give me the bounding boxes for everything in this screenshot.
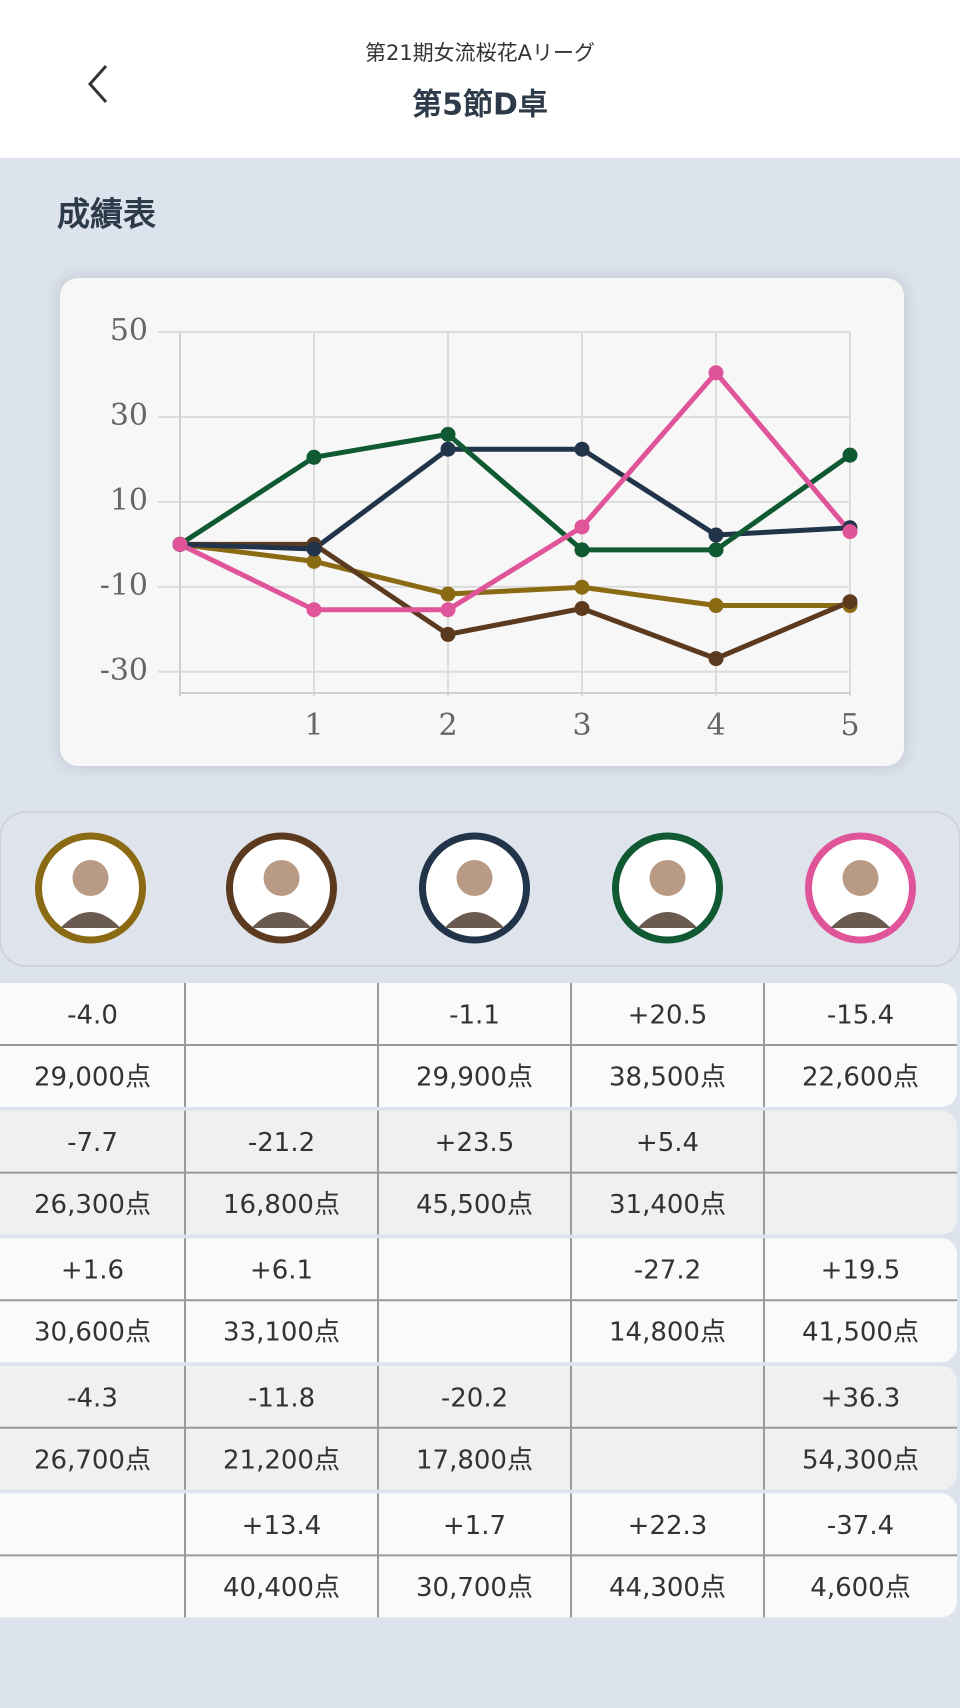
data-point <box>440 626 456 642</box>
data-point <box>440 441 456 457</box>
avatar-body <box>251 912 312 928</box>
points: 21,200点 <box>223 1445 340 1475</box>
score-change: -4.3 <box>67 1383 118 1413</box>
data-point <box>708 527 724 543</box>
points: 38,500点 <box>609 1063 726 1093</box>
points: 17,800点 <box>416 1445 533 1475</box>
data-point <box>440 426 456 442</box>
points: 16,800点 <box>223 1190 340 1220</box>
points: 26,300点 <box>34 1190 151 1220</box>
score-change: +19.5 <box>821 1256 901 1286</box>
points: 40,400点 <box>223 1573 340 1603</box>
x-tick-label: 3 <box>572 708 591 743</box>
points: 31,400点 <box>609 1190 726 1220</box>
series-line <box>179 541 850 609</box>
avatar-body <box>444 912 505 928</box>
data-point <box>708 365 724 381</box>
score-change: -37.4 <box>827 1511 894 1541</box>
score-change: -7.7 <box>67 1128 118 1158</box>
avatar-body <box>60 912 121 928</box>
data-point <box>440 602 456 618</box>
points: 41,500点 <box>802 1318 919 1348</box>
score-change: +20.5 <box>628 1001 708 1031</box>
data-point <box>574 519 590 535</box>
score-change: +1.7 <box>443 1511 506 1541</box>
score-change: +1.6 <box>61 1256 124 1286</box>
y-tick-label: 30 <box>110 398 148 433</box>
score-change: +23.5 <box>435 1128 515 1158</box>
x-tick-label: 1 <box>304 708 323 743</box>
x-tick-label: 5 <box>840 708 859 743</box>
data-point <box>842 524 858 540</box>
data-point <box>306 553 322 569</box>
x-tick-label: 4 <box>706 708 725 743</box>
data-point <box>842 447 858 463</box>
points: 30,700点 <box>416 1573 533 1603</box>
series-line <box>178 431 852 553</box>
data-point <box>306 602 322 618</box>
data-point <box>708 651 724 667</box>
header-title: 第5節D卓 <box>412 88 548 123</box>
data-point <box>574 542 590 558</box>
score-change: -15.4 <box>827 1001 894 1031</box>
data-point <box>574 579 590 595</box>
score-change: +5.4 <box>636 1128 699 1158</box>
points: 33,100点 <box>223 1318 340 1348</box>
header-subtitle: 第21期女流桜花Aリーグ <box>365 41 595 65</box>
data-point <box>708 542 724 558</box>
avatar-body <box>830 912 891 928</box>
points: 45,500点 <box>416 1190 533 1220</box>
avatar-head <box>842 860 879 896</box>
points: 14,800点 <box>609 1318 726 1348</box>
y-tick-label: -10 <box>100 568 148 603</box>
avatar-head <box>72 860 109 896</box>
score-change: -1.1 <box>449 1001 500 1031</box>
score-change: +6.1 <box>250 1256 313 1286</box>
data-point <box>172 536 188 552</box>
data-point <box>708 598 724 614</box>
points: 29,000点 <box>34 1063 151 1093</box>
data-point <box>306 541 322 557</box>
series-line <box>180 541 851 662</box>
data-point <box>306 449 322 465</box>
avatar-head <box>263 860 300 896</box>
points: 29,900点 <box>416 1063 533 1093</box>
data-point <box>574 600 590 616</box>
data-point <box>842 594 858 610</box>
points: 30,600点 <box>34 1318 151 1348</box>
score-change: -27.2 <box>634 1256 701 1286</box>
y-tick-label: 50 <box>110 313 148 348</box>
score-change: +22.3 <box>628 1511 708 1541</box>
score-change: -11.8 <box>248 1383 315 1413</box>
score-change: -4.0 <box>67 1001 118 1031</box>
y-tick-label: -30 <box>100 653 148 688</box>
points: 26,700点 <box>34 1445 151 1475</box>
points: 22,600点 <box>802 1063 919 1093</box>
avatar-head <box>649 860 686 896</box>
avatar-body <box>637 912 698 928</box>
x-tick-label: 2 <box>438 708 457 743</box>
score-change: -21.2 <box>248 1128 315 1158</box>
back-button[interactable] <box>87 65 108 103</box>
data-point <box>440 586 456 602</box>
series-line <box>178 370 852 613</box>
points: 4,600点 <box>810 1573 910 1603</box>
points: 54,300点 <box>802 1445 919 1475</box>
score-change: +36.3 <box>821 1383 901 1413</box>
data-point <box>574 441 590 457</box>
score-change: +13.4 <box>242 1511 322 1541</box>
header-bar <box>0 0 960 158</box>
avatar-head <box>456 860 493 896</box>
y-tick-label: 10 <box>110 483 148 518</box>
points: 44,300点 <box>609 1573 726 1603</box>
section-title: 成績表 <box>57 195 156 234</box>
score-change: -20.2 <box>441 1383 508 1413</box>
